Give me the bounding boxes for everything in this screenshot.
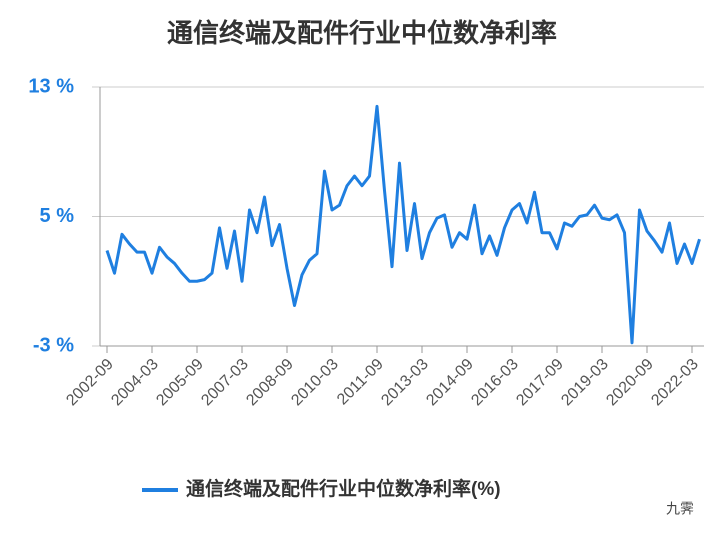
series-line [105, 104, 701, 345]
x-tick-label: 2005-09 [153, 356, 207, 410]
x-tick-label: 2014-09 [423, 356, 477, 410]
x-tick-label: 2013-03 [378, 356, 432, 410]
x-tick-label: 2022-03 [648, 356, 702, 410]
y-tick-label: 5 % [40, 205, 75, 227]
y-tick-label: 13 % [28, 75, 74, 97]
x-tick-label: 2007-03 [198, 356, 252, 410]
chart-title: 通信终端及配件行业中位数净利率 [167, 18, 557, 48]
y-tick-label: -3 % [33, 334, 74, 356]
x-tick-label: 2019-03 [558, 356, 612, 410]
x-tick-label: 2002-09 [63, 356, 117, 410]
x-tick-label: 2004-03 [108, 356, 162, 410]
legend-label: 通信终端及配件行业中位数净利率(%) [186, 477, 501, 500]
x-tick-label: 2016-03 [468, 356, 522, 410]
x-tick-label: 2020-09 [603, 356, 657, 410]
x-tick-label: 2008-09 [243, 356, 297, 410]
x-tick-label: 2010-03 [288, 356, 342, 410]
x-tick-label: 2011-09 [334, 356, 387, 409]
x-tick-label: 2017-09 [513, 356, 567, 410]
watermark: 九霁 [666, 501, 694, 517]
